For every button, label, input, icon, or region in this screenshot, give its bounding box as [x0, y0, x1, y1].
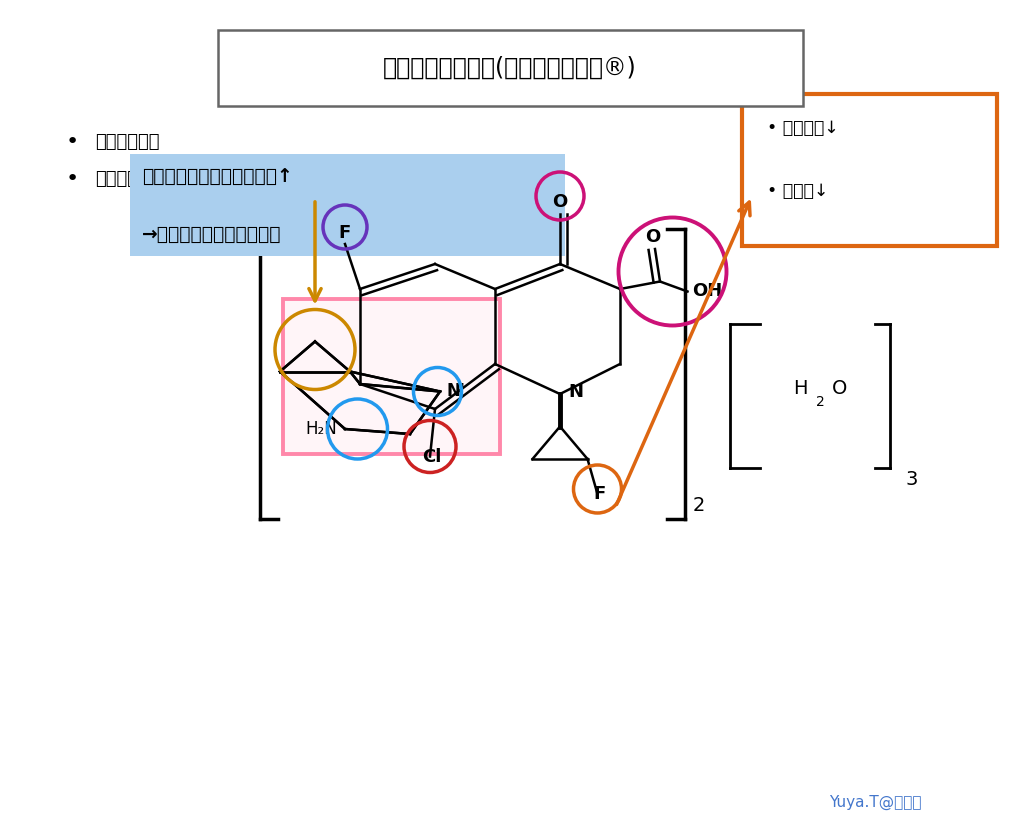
Text: 2: 2 — [693, 496, 706, 515]
Text: • 脂溶性↓: • 脂溶性↓ — [767, 182, 828, 200]
Text: 立体的にGABA受容体险害↓: 立体的にGABA受容体险害↓ — [95, 170, 258, 188]
Text: Yuya.T@薬剤師: Yuya.T@薬剤師 — [828, 795, 922, 810]
Bar — [742, 94, 997, 246]
Text: Cl: Cl — [422, 448, 441, 465]
Bar — [130, 154, 565, 256]
Text: O: O — [552, 193, 567, 211]
Text: 適度な脂溶性で尿中排泄率↑: 適度な脂溶性で尿中排泄率↑ — [142, 167, 293, 186]
Text: N': N' — [447, 383, 466, 400]
Text: F: F — [593, 485, 605, 503]
Text: →尿路感染症にも強い活性: →尿路感染症にも強い活性 — [142, 225, 282, 244]
Text: O: O — [833, 379, 848, 398]
Bar — [218, 30, 803, 106]
Text: シタフロキサシン(グレースビット®): シタフロキサシン(グレースビット®) — [383, 56, 637, 80]
Text: 2: 2 — [816, 395, 824, 409]
Text: 3: 3 — [905, 470, 918, 489]
Text: 脂溶性の調整: 脂溶性の調整 — [95, 133, 160, 151]
Text: H: H — [793, 379, 807, 398]
Text: OH: OH — [692, 283, 723, 300]
Text: • 遠伝毒性↓: • 遠伝毒性↓ — [767, 119, 839, 137]
Text: H₂N: H₂N — [305, 420, 337, 438]
Text: N: N — [568, 383, 583, 401]
Text: •: • — [66, 169, 79, 189]
Text: O: O — [645, 228, 660, 246]
Bar — [283, 299, 500, 454]
Text: •: • — [66, 132, 79, 152]
Text: F: F — [339, 224, 351, 242]
